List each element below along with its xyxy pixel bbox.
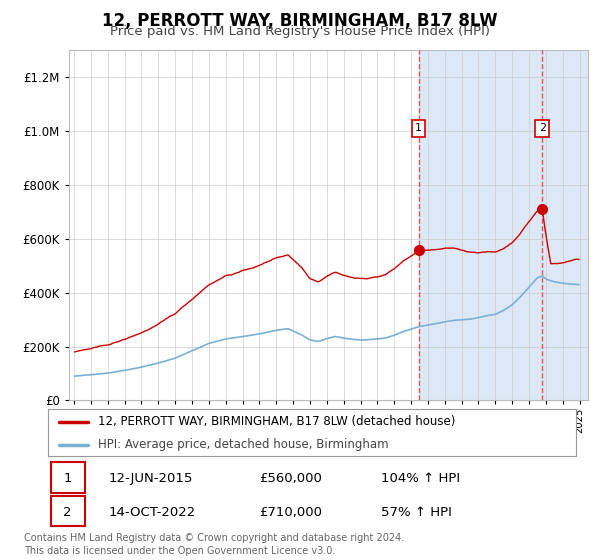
Text: 57% ↑ HPI: 57% ↑ HPI xyxy=(380,506,452,519)
Text: £560,000: £560,000 xyxy=(259,472,322,486)
Bar xyxy=(50,462,85,493)
Text: Contains HM Land Registry data © Crown copyright and database right 2024.
This d: Contains HM Land Registry data © Crown c… xyxy=(24,533,404,556)
Text: 1: 1 xyxy=(415,123,422,133)
Text: 2: 2 xyxy=(539,123,546,133)
Bar xyxy=(419,50,600,400)
Bar xyxy=(50,496,85,526)
Text: Price paid vs. HM Land Registry's House Price Index (HPI): Price paid vs. HM Land Registry's House … xyxy=(110,25,490,38)
Text: 104% ↑ HPI: 104% ↑ HPI xyxy=(380,472,460,486)
Text: 2: 2 xyxy=(63,506,72,519)
Text: 12, PERROTT WAY, BIRMINGHAM, B17 8LW (detached house): 12, PERROTT WAY, BIRMINGHAM, B17 8LW (de… xyxy=(98,415,455,428)
Text: 1: 1 xyxy=(63,472,72,486)
Text: 14-OCT-2022: 14-OCT-2022 xyxy=(109,506,196,519)
Text: HPI: Average price, detached house, Birmingham: HPI: Average price, detached house, Birm… xyxy=(98,438,389,451)
Text: 12, PERROTT WAY, BIRMINGHAM, B17 8LW: 12, PERROTT WAY, BIRMINGHAM, B17 8LW xyxy=(102,12,498,30)
Text: £710,000: £710,000 xyxy=(259,506,322,519)
Text: 12-JUN-2015: 12-JUN-2015 xyxy=(109,472,193,486)
